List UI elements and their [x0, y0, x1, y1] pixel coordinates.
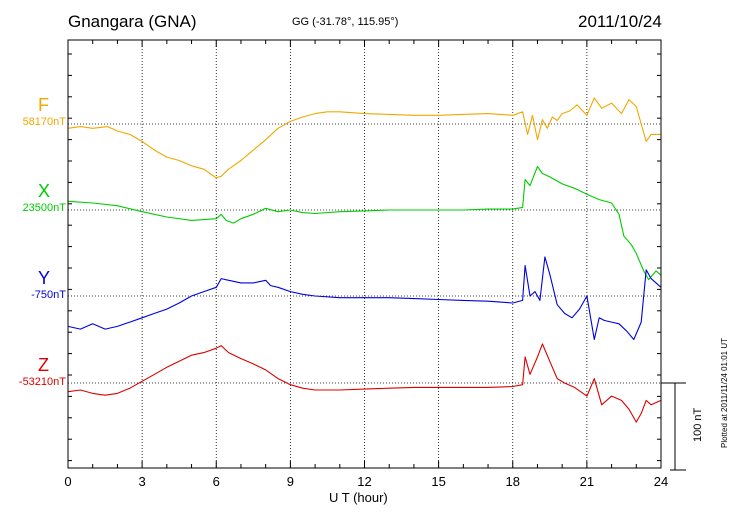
series-line-z — [67, 343, 662, 423]
series-line-x — [67, 165, 662, 281]
channel-baseline-f: 58170nT — [22, 116, 66, 128]
plotted-timestamp: Plotted at 2011/11/24 01:01 UT — [720, 337, 729, 448]
x-tick-label: 3 — [138, 474, 146, 489]
grid-lines — [68, 40, 661, 468]
series-line-y — [67, 256, 662, 341]
x-tick-label: 18 — [505, 474, 520, 489]
station-title: Gnangara (GNA) — [68, 12, 197, 31]
channel-name-f: F — [38, 95, 49, 115]
series-line-f — [67, 97, 661, 179]
scale-bar — [661, 382, 686, 471]
channel-baseline-y: -750nT — [31, 289, 66, 301]
x-axis-label: U T (hour) — [329, 490, 388, 505]
chart-date: 2011/10/24 — [578, 12, 662, 31]
channel-name-x: X — [38, 181, 51, 201]
scale-bar-label: 100 nT — [692, 407, 704, 442]
x-tick-label: 0 — [64, 474, 72, 489]
channel-name-y: Y — [38, 268, 51, 288]
x-tick-label: 12 — [357, 474, 372, 489]
x-tick-label: 9 — [286, 474, 294, 489]
x-tick-label: 6 — [212, 474, 220, 489]
station-coords: GG (-31.78°, 115.95°) — [292, 16, 399, 28]
x-tick-label: 15 — [431, 474, 446, 489]
x-tick-label: 21 — [579, 474, 595, 489]
axis-ticks — [67, 40, 662, 468]
channel-baseline-z: -53210nT — [18, 376, 66, 388]
channel-name-z: Z — [38, 355, 49, 375]
x-tick-label: 24 — [653, 474, 669, 489]
channel-baseline-x: 23500nT — [22, 202, 66, 214]
series-layer — [67, 97, 662, 423]
